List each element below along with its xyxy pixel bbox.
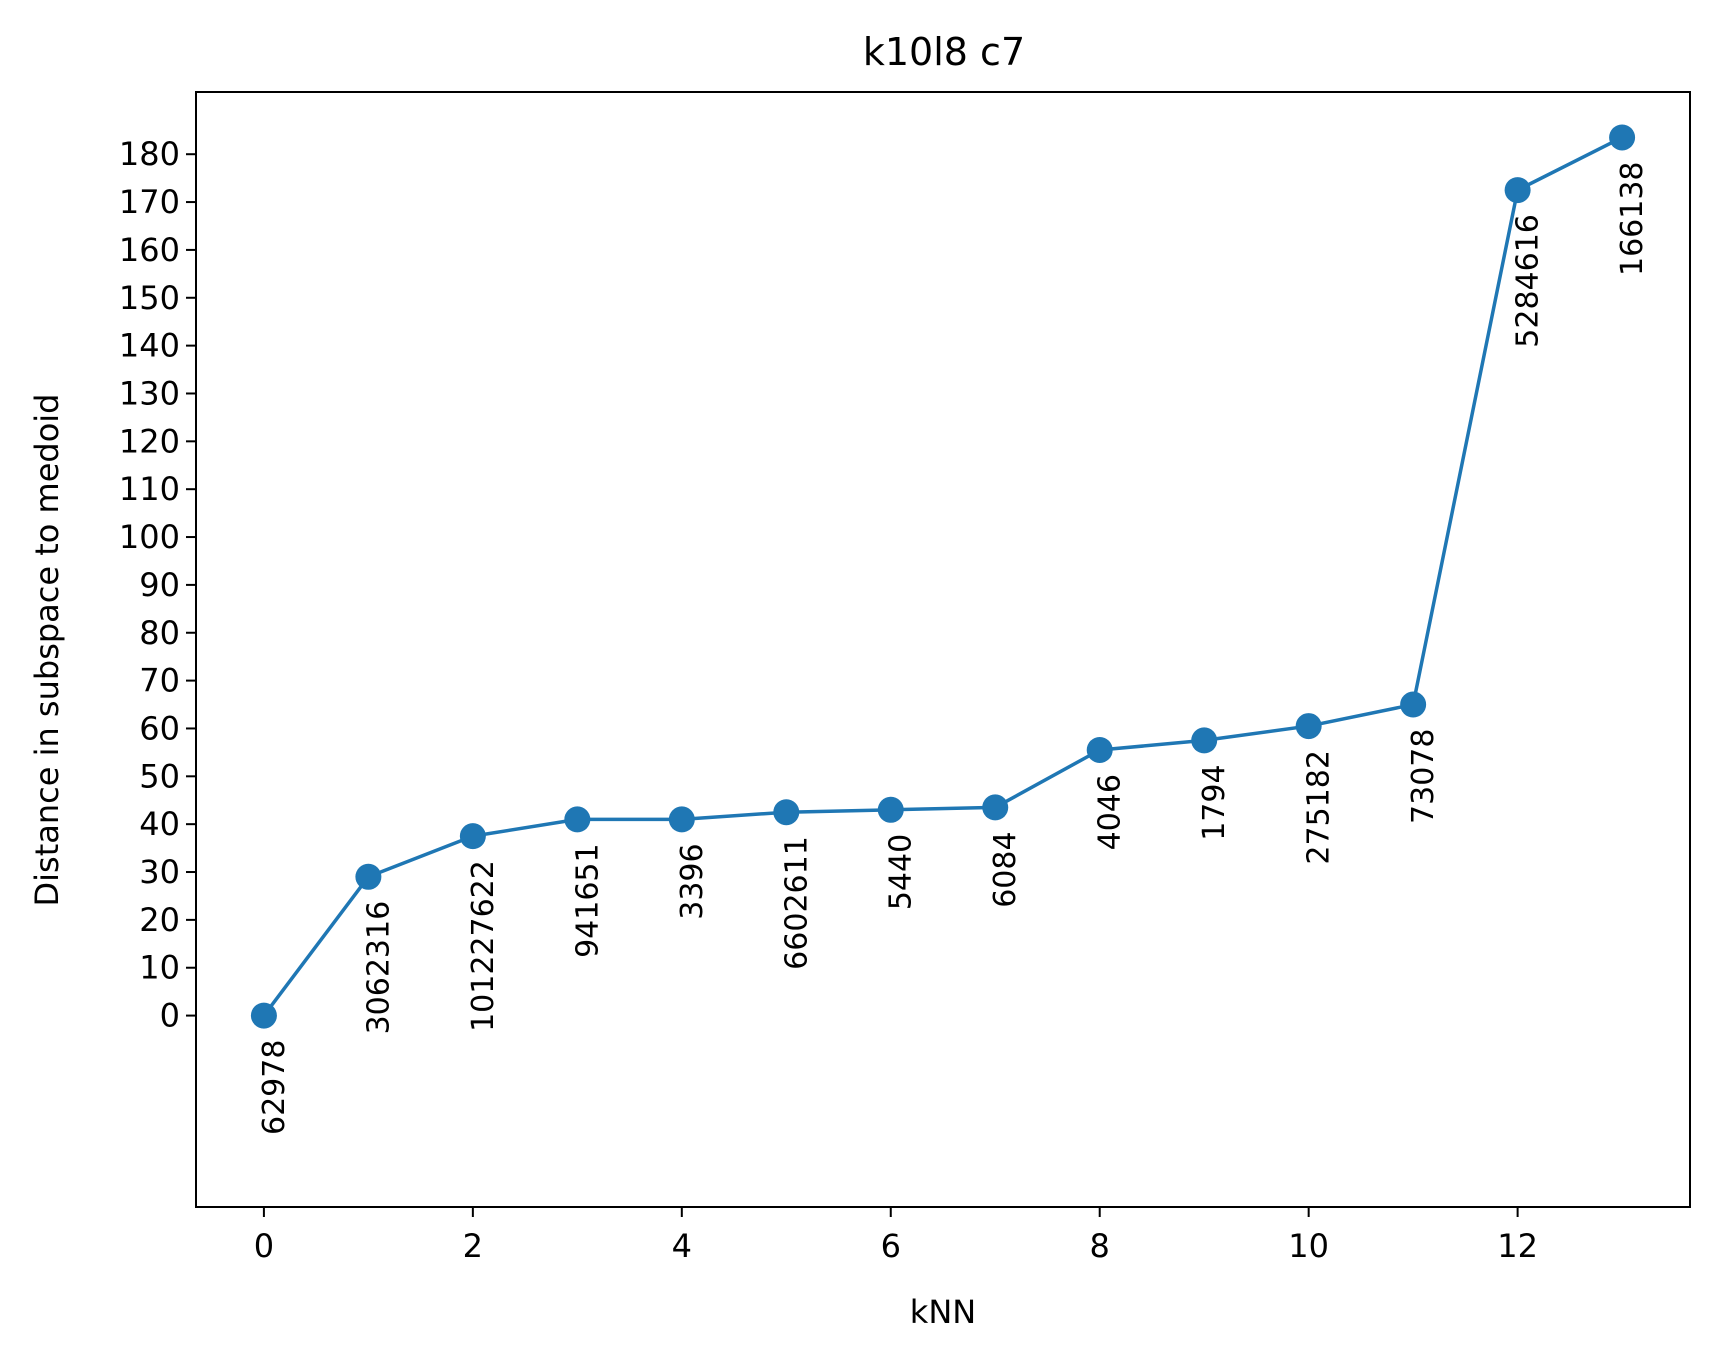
point-label: 5440: [884, 834, 919, 910]
point-label: 941651: [570, 843, 605, 958]
x-tick-label: 0: [254, 1227, 274, 1265]
y-tick-label: 130: [119, 374, 180, 412]
y-tick-label: 120: [119, 422, 180, 460]
point-label: 275182: [1302, 750, 1337, 865]
y-tick-label: 50: [139, 757, 180, 795]
y-tick-label: 100: [119, 518, 180, 556]
y-tick-label: 70: [139, 662, 180, 700]
y-tick-label: 180: [119, 135, 180, 173]
data-point: [1191, 727, 1218, 754]
point-label: 4046: [1093, 774, 1128, 850]
y-tick-label: 80: [139, 614, 180, 652]
data-point: [564, 806, 591, 833]
data-point: [877, 796, 904, 823]
x-tick-label: 12: [1497, 1227, 1538, 1265]
y-tick-label: 30: [139, 853, 180, 891]
y-tick-label: 20: [139, 901, 180, 939]
y-tick-label: 160: [119, 231, 180, 269]
point-label: 62978: [257, 1040, 292, 1135]
y-axis-label: Distance in subspace to medoid: [28, 394, 66, 907]
data-point: [1400, 691, 1427, 718]
chart-title: k10l8 c7: [863, 30, 1025, 74]
data-point: [1609, 124, 1636, 151]
data-point: [459, 823, 486, 850]
y-tick-label: 60: [139, 709, 180, 747]
data-point: [1295, 713, 1322, 740]
point-label: 3396: [675, 843, 710, 919]
x-tick-label: 6: [881, 1227, 901, 1265]
point-label: 73078: [1406, 729, 1441, 824]
y-axis: 0 10 20 30 40 50 60 70 80 90 100 110 120 130 140 150 160…: [119, 135, 196, 1035]
data-point: [1504, 177, 1531, 204]
data-point: [250, 1002, 277, 1029]
y-tick-label: 150: [119, 279, 180, 317]
point-label: 6602611: [779, 836, 814, 970]
axes-frame: [195, 91, 1691, 1208]
y-tick-label: 140: [119, 327, 180, 365]
data-point: [773, 799, 800, 826]
y-tick-label: 0: [160, 997, 180, 1035]
y-tick-label: 110: [119, 470, 180, 508]
y-tick-label: 10: [139, 949, 180, 987]
data-point: [668, 806, 695, 833]
series-line: [262, 135, 1623, 1017]
point-label: 6084: [988, 831, 1023, 907]
point-label: 5284616: [1511, 214, 1546, 348]
point-label: 166138: [1615, 161, 1650, 276]
x-tick-label: 8: [1090, 1227, 1110, 1265]
point-label: 101227622: [466, 860, 501, 1032]
x-axis-label: kNN: [910, 1293, 976, 1331]
data-point: [982, 794, 1009, 821]
x-tick-label: 2: [463, 1227, 483, 1265]
point-label: 1794: [1197, 764, 1232, 840]
y-tick-label: 170: [119, 183, 180, 221]
data-point: [355, 863, 382, 890]
x-axis: 0 2 4 6 8 10 12: [254, 1207, 1538, 1265]
y-tick-label: 90: [139, 566, 180, 604]
point-label: 3062316: [361, 901, 396, 1035]
x-tick-label: 4: [672, 1227, 692, 1265]
y-tick-label: 40: [139, 805, 180, 843]
data-point: [1086, 736, 1113, 763]
x-tick-label: 10: [1288, 1227, 1329, 1265]
plot-area: 62978 3062316 101227622 941651 3396 6602611 54…: [250, 124, 1650, 1135]
